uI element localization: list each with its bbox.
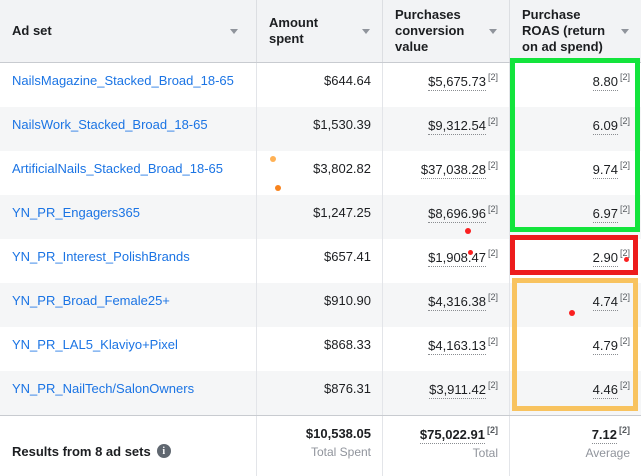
footnote-superscript: [2]: [487, 425, 498, 435]
total-spent-caption: Total Spent: [310, 445, 371, 459]
roas-value[interactable]: 4.74 [2]: [592, 292, 630, 312]
footnote-superscript: [2]: [487, 380, 498, 390]
total-spent-value: $10,538.05: [305, 426, 371, 441]
table-row: NailsMagazine_Stacked_Broad_18-65 $644.6…: [0, 63, 641, 107]
adset-link[interactable]: YN_PR_NailTech/SalonOwners: [12, 381, 195, 396]
roas-average-caption: Average: [585, 446, 630, 461]
conversion-value[interactable]: $1,908.47 [2]: [428, 248, 498, 268]
chevron-down-icon[interactable]: [362, 28, 370, 34]
conversion-value[interactable]: $5,675.73 [2]: [428, 72, 498, 92]
table-row: YN_PR_NailTech/SalonOwners $876.31 $3,91…: [0, 371, 641, 415]
column-label-purchases-conversion-value: Purchases conversion value: [395, 7, 465, 54]
amount-spent-value: $1,247.25: [257, 195, 383, 239]
amount-spent-value: $644.64: [257, 63, 383, 107]
footnote-superscript: [2]: [619, 292, 630, 302]
table-row: YN_PR_Engagers365 $1,247.25 $8,696.96 [2]…: [0, 195, 641, 239]
conversion-total-caption: Total: [472, 446, 498, 461]
results-summary-label: Results from 8 ad sets: [12, 443, 151, 459]
footnote-superscript: [2]: [487, 72, 498, 82]
column-header-purchases-conversion-value[interactable]: Purchases conversion value: [383, 0, 510, 62]
adset-link[interactable]: NailsWork_Stacked_Broad_18-65: [12, 117, 208, 132]
conversion-value[interactable]: $4,316.38 [2]: [428, 292, 498, 312]
roas-value[interactable]: 6.97 [2]: [592, 204, 630, 224]
amount-spent-value: $1,530.39: [257, 107, 383, 151]
amount-spent-value: $910.90: [257, 283, 383, 327]
roas-average-value[interactable]: 7.12 [2]: [591, 425, 630, 445]
chevron-down-icon[interactable]: [230, 28, 238, 34]
table-row: YN_PR_LAL5_Klaviyo+Pixel $868.33 $4,163.…: [0, 327, 641, 371]
amount-spent-value: $3,802.82: [257, 151, 383, 195]
table-row: YN_PR_Broad_Female25+ $910.90 $4,316.38[…: [0, 283, 641, 327]
footnote-superscript: [2]: [487, 204, 498, 214]
conversion-value[interactable]: $3,911.42 [2]: [429, 380, 498, 400]
conversion-value[interactable]: $9,312.54 [2]: [428, 116, 498, 136]
amount-spent-value: $868.33: [257, 327, 383, 371]
chevron-down-icon[interactable]: [621, 28, 629, 34]
roas-value[interactable]: 6.09 [2]: [592, 116, 630, 136]
footnote-superscript: [2]: [619, 380, 630, 390]
footnote-superscript: [2]: [619, 248, 630, 258]
table-row: ArtificialNails_Stacked_Broad_18-65 $3,8…: [0, 151, 641, 195]
roas-value[interactable]: 4.46 [2]: [592, 380, 630, 400]
footnote-superscript: [2]: [619, 425, 630, 435]
column-label-amount-spent: Amount spent: [269, 15, 319, 46]
amount-spent-value: $657.41: [257, 239, 383, 283]
conversion-value[interactable]: $4,163.13 [2]: [428, 336, 498, 356]
adset-link[interactable]: YN_PR_Interest_PolishBrands: [12, 249, 190, 264]
footnote-superscript: [2]: [619, 204, 630, 214]
roas-value[interactable]: 8.80 [2]: [592, 72, 630, 92]
column-label-purchase-roas: Purchase ROAS (return on ad spend): [522, 7, 606, 54]
table-header: Ad set Amount spent Purchases conversion…: [0, 0, 641, 63]
footnote-superscript: [2]: [619, 160, 630, 170]
table-footer: Results from 8 ad sets i $10,538.05 Tota…: [0, 415, 641, 476]
roas-value[interactable]: 9.74 [2]: [592, 160, 630, 180]
footnote-superscript: [2]: [487, 116, 498, 126]
adset-link[interactable]: ArtificialNails_Stacked_Broad_18-65: [12, 161, 224, 176]
roas-value[interactable]: 2.90 [2]: [592, 248, 630, 268]
adset-link[interactable]: YN_PR_Engagers365: [12, 205, 140, 220]
table-row: NailsWork_Stacked_Broad_18-65 $1,530.39 …: [0, 107, 641, 151]
column-header-purchase-roas[interactable]: Purchase ROAS (return on ad spend): [510, 0, 641, 62]
conversion-total-value[interactable]: $75,022.91 [2]: [419, 425, 498, 445]
conversion-value[interactable]: $8,696.96 [2]: [428, 204, 498, 224]
footnote-superscript: [2]: [619, 72, 630, 82]
adset-link[interactable]: NailsMagazine_Stacked_Broad_18-65: [12, 73, 234, 88]
column-label-ad-set: Ad set: [12, 23, 52, 38]
info-icon[interactable]: i: [156, 444, 171, 458]
table-row: YN_PR_Interest_PolishBrands $657.41 $1,9…: [0, 239, 641, 283]
chevron-down-icon[interactable]: [489, 28, 497, 34]
footnote-superscript: [2]: [619, 336, 630, 346]
conversion-value[interactable]: $37,038.28 [2]: [420, 160, 498, 180]
amount-spent-value: $876.31: [257, 371, 383, 415]
adset-link[interactable]: YN_PR_LAL5_Klaviyo+Pixel: [12, 337, 178, 352]
footnote-superscript: [2]: [487, 292, 498, 302]
roas-value[interactable]: 4.79 [2]: [592, 336, 630, 356]
column-header-ad-set[interactable]: Ad set: [0, 0, 257, 62]
adset-link[interactable]: YN_PR_Broad_Female25+: [12, 293, 170, 308]
footnote-superscript: [2]: [487, 248, 498, 258]
column-header-amount-spent[interactable]: Amount spent: [257, 0, 383, 62]
footnote-superscript: [2]: [487, 160, 498, 170]
footnote-superscript: [2]: [619, 116, 630, 126]
footnote-superscript: [2]: [487, 336, 498, 346]
